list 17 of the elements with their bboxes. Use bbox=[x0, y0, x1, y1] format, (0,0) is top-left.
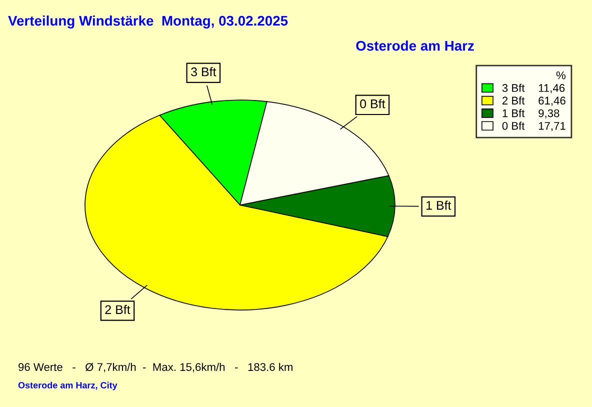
data-label: 17,71 bbox=[538, 122, 566, 132]
legend-label: 0 Bft bbox=[502, 122, 525, 130]
slice-label: 2 Bft bbox=[105, 304, 130, 314]
data-label: 61,46 bbox=[538, 96, 566, 106]
slice-label: 0 Bft bbox=[360, 99, 386, 108]
chart-subtitle: Osterode am Harz bbox=[356, 40, 474, 51]
text: Osterode am Harz, City bbox=[18, 382, 118, 390]
text: 96 Werte - Ø 7,7km/h - Max. 15,6km/h - 183.6 km bbox=[18, 362, 292, 372]
legend-label: 1 Bft bbox=[502, 109, 525, 118]
legend-title: % bbox=[556, 71, 566, 80]
slice-label: 3 Bft bbox=[191, 67, 216, 76]
chart-title: Verteilung Windstärke Montag, 03.02.2025 bbox=[8, 15, 288, 29]
legend-label: 2 Bft bbox=[502, 96, 525, 105]
legend-label: 3 Bft bbox=[502, 84, 525, 92]
slice-label: 1 Bft bbox=[426, 200, 452, 210]
data-label: 9,38 bbox=[538, 109, 560, 118]
data-label: 11,46 bbox=[538, 84, 565, 94]
